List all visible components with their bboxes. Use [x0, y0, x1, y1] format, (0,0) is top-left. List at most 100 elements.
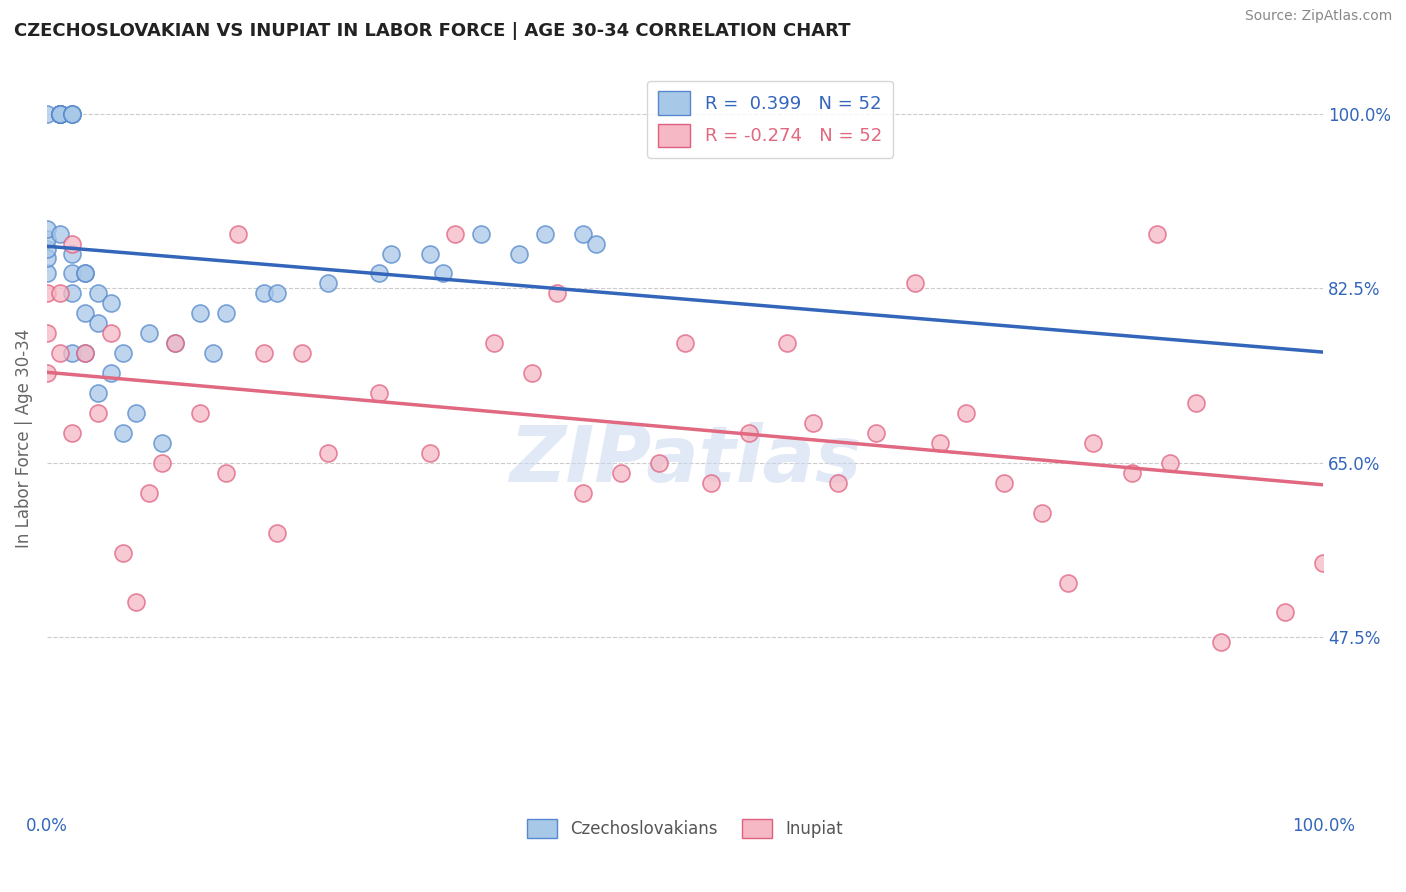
Point: [1031, 506, 1053, 520]
Point: [62, 286, 84, 301]
Point: [35, 326, 58, 341]
Point: [138, 326, 160, 341]
Point: [48, 107, 70, 121]
Point: [316, 446, 339, 460]
Point: [801, 416, 824, 430]
Point: [955, 406, 977, 420]
Point: [444, 227, 467, 241]
Point: [572, 227, 595, 241]
Point: [865, 425, 887, 440]
Point: [62, 246, 84, 260]
Point: [87, 386, 110, 401]
Point: [482, 336, 505, 351]
Point: [470, 227, 492, 241]
Point: [35, 107, 58, 121]
Point: [266, 286, 288, 301]
Point: [163, 336, 186, 351]
Point: [48, 107, 70, 121]
Point: [48, 107, 70, 121]
Legend: Czechoslovakians, Inupiat: Czechoslovakians, Inupiat: [520, 812, 851, 845]
Point: [253, 346, 276, 360]
Point: [904, 277, 927, 291]
Point: [1159, 456, 1181, 470]
Point: [738, 425, 761, 440]
Point: [48, 286, 70, 301]
Y-axis label: In Labor Force | Age 30-34: In Labor Force | Age 30-34: [15, 328, 32, 548]
Point: [1121, 466, 1143, 480]
Point: [35, 366, 58, 380]
Text: CZECHOSLOVAKIAN VS INUPIAT IN LABOR FORCE | AGE 30-34 CORRELATION CHART: CZECHOSLOVAKIAN VS INUPIAT IN LABOR FORC…: [14, 22, 851, 40]
Point: [253, 286, 276, 301]
Point: [87, 406, 110, 420]
Point: [201, 346, 224, 360]
Point: [533, 227, 555, 241]
Point: [62, 236, 84, 251]
Point: [100, 296, 122, 310]
Text: ZIPatlas: ZIPatlas: [509, 423, 860, 499]
Point: [673, 336, 696, 351]
Point: [35, 286, 58, 301]
Point: [1274, 606, 1296, 620]
Point: [367, 386, 389, 401]
Point: [35, 267, 58, 281]
Point: [648, 456, 671, 470]
Point: [610, 466, 633, 480]
Point: [776, 336, 799, 351]
Point: [266, 525, 288, 540]
Point: [508, 246, 530, 260]
Point: [48, 107, 70, 121]
Point: [520, 366, 543, 380]
Point: [1146, 227, 1168, 241]
Point: [1184, 396, 1206, 410]
Point: [48, 107, 70, 121]
Point: [188, 306, 211, 320]
Point: [214, 306, 236, 320]
Point: [291, 346, 314, 360]
Point: [87, 286, 110, 301]
Point: [150, 436, 173, 450]
Point: [163, 336, 186, 351]
Point: [62, 425, 84, 440]
Point: [35, 221, 58, 235]
Point: [48, 107, 70, 121]
Point: [112, 546, 135, 560]
Point: [1083, 436, 1105, 450]
Point: [48, 227, 70, 241]
Point: [62, 107, 84, 121]
Point: [1312, 556, 1334, 570]
Point: [35, 252, 58, 266]
Point: [228, 227, 250, 241]
Point: [35, 231, 58, 245]
Point: [112, 425, 135, 440]
Point: [138, 485, 160, 500]
Point: [929, 436, 952, 450]
Point: [48, 107, 70, 121]
Point: [432, 267, 454, 281]
Text: Source: ZipAtlas.com: Source: ZipAtlas.com: [1244, 9, 1392, 23]
Point: [125, 595, 148, 609]
Point: [699, 475, 721, 490]
Point: [419, 246, 441, 260]
Point: [993, 475, 1015, 490]
Point: [62, 107, 84, 121]
Point: [62, 107, 84, 121]
Point: [75, 306, 97, 320]
Point: [48, 107, 70, 121]
Point: [75, 346, 97, 360]
Point: [75, 267, 97, 281]
Point: [150, 456, 173, 470]
Point: [100, 326, 122, 341]
Point: [380, 246, 402, 260]
Point: [112, 346, 135, 360]
Point: [87, 316, 110, 330]
Point: [100, 366, 122, 380]
Point: [125, 406, 148, 420]
Point: [367, 267, 389, 281]
Point: [75, 346, 97, 360]
Point: [419, 446, 441, 460]
Point: [546, 286, 568, 301]
Point: [48, 346, 70, 360]
Point: [62, 346, 84, 360]
Point: [585, 236, 607, 251]
Point: [35, 242, 58, 256]
